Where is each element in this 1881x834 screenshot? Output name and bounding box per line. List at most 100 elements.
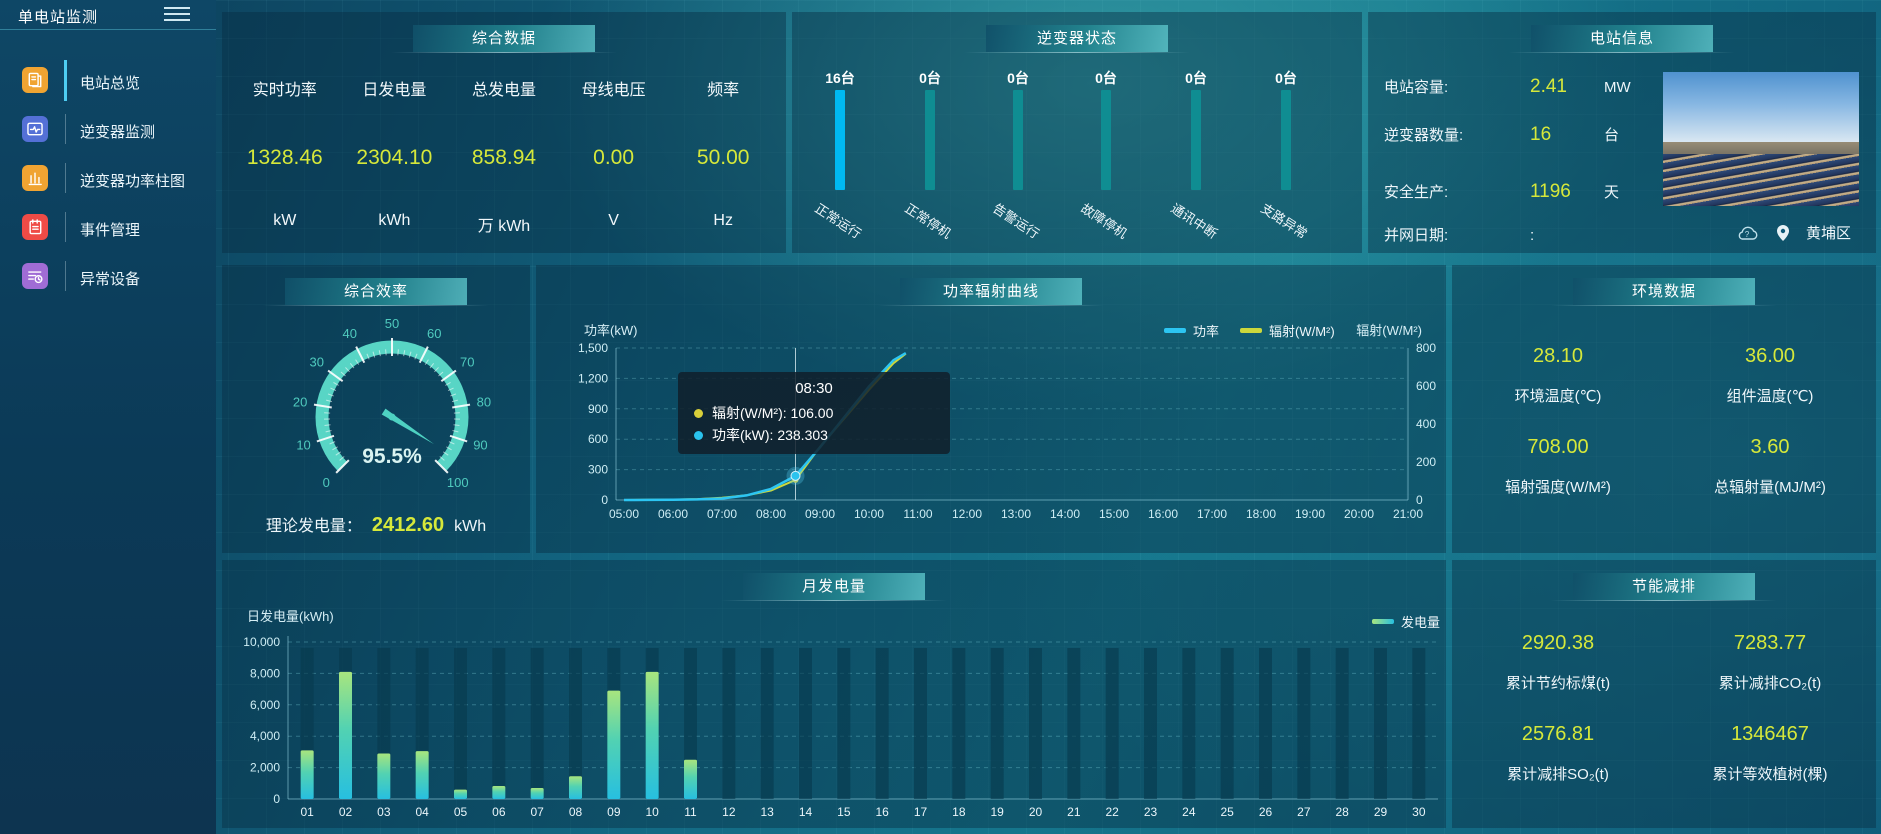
info-label: 电站容量: (1384, 79, 1449, 96)
stat-label: 日发电量 (362, 82, 427, 99)
svg-text:0: 0 (1416, 493, 1423, 507)
panel-station-info-title: 电站信息 (1509, 25, 1735, 53)
legend-power-label[interactable]: 功率 (1193, 324, 1220, 339)
bar-bg-15 (837, 648, 851, 799)
environment-cells: 28.10 环境温度(℃) 36.00 组件温度(℃) 708.00 辐射强度(W/M²)… (1452, 345, 1876, 497)
bar-bg-20 (1029, 648, 1042, 799)
legend-energy-marker[interactable] (1372, 619, 1394, 624)
info-unit: 天 (1604, 184, 1620, 201)
hover-point[interactable] (790, 470, 801, 481)
inverter-bar-支路异常[interactable] (1281, 90, 1291, 190)
month-bar-03[interactable] (377, 753, 391, 799)
stat-value: 50.00 (696, 146, 750, 169)
svg-text:29: 29 (1374, 805, 1388, 819)
info-value: 2.41 (1530, 76, 1567, 97)
inverter-bar-告警运行[interactable] (1013, 90, 1023, 190)
panel-efficiency: 综合效率 0 10 20 30 40 50 60 70 80 90 100 95.5% 理论发电量： 2… (222, 265, 530, 553)
month-bar-02[interactable] (339, 671, 352, 799)
svg-text:20: 20 (293, 394, 307, 409)
svg-text:200: 200 (1416, 455, 1436, 469)
svg-text:60: 60 (427, 326, 441, 341)
info-value: 16 (1530, 124, 1552, 145)
sidebar-item-4[interactable]: 事件管理 (0, 203, 216, 252)
inverter-bar-通讯中断[interactable] (1191, 90, 1201, 190)
chart-tooltip: 08:30 辐射(W/M²): 106.00 功率(kW): 238.303 (678, 372, 950, 454)
saving-cells-2: 7283.77 累计减排CO₂(t) (1664, 632, 1876, 693)
svg-text:05: 05 (454, 805, 468, 819)
svg-text:21:00: 21:00 (1393, 507, 1423, 521)
curve-left-axis-label: 功率(kW) (584, 323, 638, 338)
month-bar-07[interactable] (530, 788, 544, 799)
svg-text:18: 18 (952, 805, 966, 819)
svg-text:0: 0 (323, 475, 330, 490)
month-bar-06[interactable] (492, 785, 506, 799)
sidebar-item-5[interactable]: 异常设备 (0, 252, 216, 301)
inverter-count: 0台 (1275, 70, 1297, 86)
month-bar-04[interactable] (415, 751, 429, 799)
svg-text:0: 0 (601, 493, 608, 507)
svg-text:50: 50 (385, 316, 399, 331)
panel-summary: 综合数据 实时功率 1328.46 kW 日发电量 2304.10 kWh 总发电量 858.… (222, 12, 786, 253)
sidebar-item-1[interactable]: 电站总览 (0, 56, 216, 105)
bar-bg-29 (1374, 648, 1387, 799)
svg-text:1,500: 1,500 (578, 341, 608, 355)
svg-text:80: 80 (477, 394, 491, 409)
hamburger-menu-icon[interactable] (164, 7, 190, 23)
svg-text:16:00: 16:00 (1148, 507, 1178, 521)
monthly-legend: 发电量 (1372, 612, 1440, 631)
month-bar-11[interactable] (684, 759, 697, 799)
inverter-status-chart: 16台 正常运行 0台 正常停机 0台 告警运行 0台 故障停机 0台 通讯中断 0台 支路异常 (792, 12, 1362, 253)
gauge-value: 95.5% (362, 445, 422, 468)
inverter-bar-正常运行[interactable] (835, 90, 845, 190)
month-bar-09[interactable] (607, 690, 621, 799)
stat-label: 实时功率 (252, 82, 317, 99)
inverter-bar-label: 故障停机 (1078, 200, 1130, 242)
legend-radiation-label[interactable]: 辐射(W/M²) (1269, 324, 1335, 339)
svg-text:06:00: 06:00 (658, 507, 688, 521)
panel-environment: 环境数据 28.10 环境温度(℃) 36.00 组件温度(℃) 708.00 辐射强度(… (1452, 265, 1876, 553)
summary-stats: 实时功率 1328.46 kW 日发电量 2304.10 kWh 总发电量 858.94 万 k… (230, 66, 778, 245)
svg-text:20:00: 20:00 (1344, 507, 1374, 521)
panel-monthly-title: 月发电量 (721, 573, 947, 601)
location-name: 黄埔区 (1806, 225, 1852, 242)
month-bar-08[interactable] (569, 776, 582, 799)
bar-bg-13 (760, 648, 774, 799)
svg-text:14:00: 14:00 (1050, 507, 1080, 521)
month-bar-05[interactable] (454, 789, 467, 799)
svg-text:19:00: 19:00 (1295, 507, 1325, 521)
inverter-count: 0台 (1185, 70, 1207, 86)
svg-text:10: 10 (296, 438, 310, 453)
menu-divider (65, 212, 66, 242)
weather-cloud-icon[interactable]: ? (1736, 225, 1760, 241)
legend-energy-label[interactable]: 发电量 (1401, 615, 1441, 630)
panel-summary-title: 综合数据 (391, 25, 617, 53)
info-row-3: 安全生产: 1196 天 (1384, 181, 1619, 203)
location-pin-icon[interactable] (1776, 224, 1790, 242)
sidebar-item-2[interactable]: 逆变器监测 (0, 105, 216, 154)
panel-power-curve: 功率辐射曲线 功率(kW) 功率 辐射(W/M²) 辐射(W/M²) 1,500… (536, 265, 1446, 553)
svg-text:09:00: 09:00 (805, 507, 835, 521)
info-label: 并网日期: (1384, 227, 1449, 244)
tooltip-text: 功率(kW): 238.303 (712, 427, 828, 443)
panel-inverter-status: 逆变器状态 16台 正常运行 0台 正常停机 0台 告警运行 0台 故障停机 0台 通讯中断 0台支… (792, 12, 1362, 253)
cell-label: 组件温度(℃) (1726, 388, 1814, 405)
theory-energy-unit: kWh (454, 518, 487, 535)
inverter-bar-故障停机[interactable] (1101, 90, 1111, 190)
svg-text:?: ? (1745, 230, 1750, 239)
svg-text:13:00: 13:00 (1001, 507, 1031, 521)
inverter-bar-label: 告警运行 (990, 200, 1042, 242)
sidebar-item-3[interactable]: 逆变器功率柱图 (0, 154, 216, 203)
cell-label: 辐射强度(W/M²) (1505, 479, 1611, 496)
legend-power-marker[interactable] (1164, 328, 1186, 333)
bar-bg-28 (1335, 648, 1349, 799)
inverter-bar-正常停机[interactable] (925, 90, 935, 190)
month-bar-10[interactable] (645, 671, 659, 799)
bar-bg-18 (952, 648, 966, 799)
month-bar-01[interactable] (300, 750, 314, 799)
svg-text:25: 25 (1220, 805, 1234, 819)
legend-radiation-marker[interactable] (1240, 328, 1263, 333)
tooltip-text: 辐射(W/M²): 106.00 (712, 405, 834, 421)
svg-text:02: 02 (339, 805, 353, 819)
svg-text:40: 40 (343, 326, 357, 341)
cell-value: 2576.81 (1521, 723, 1595, 745)
